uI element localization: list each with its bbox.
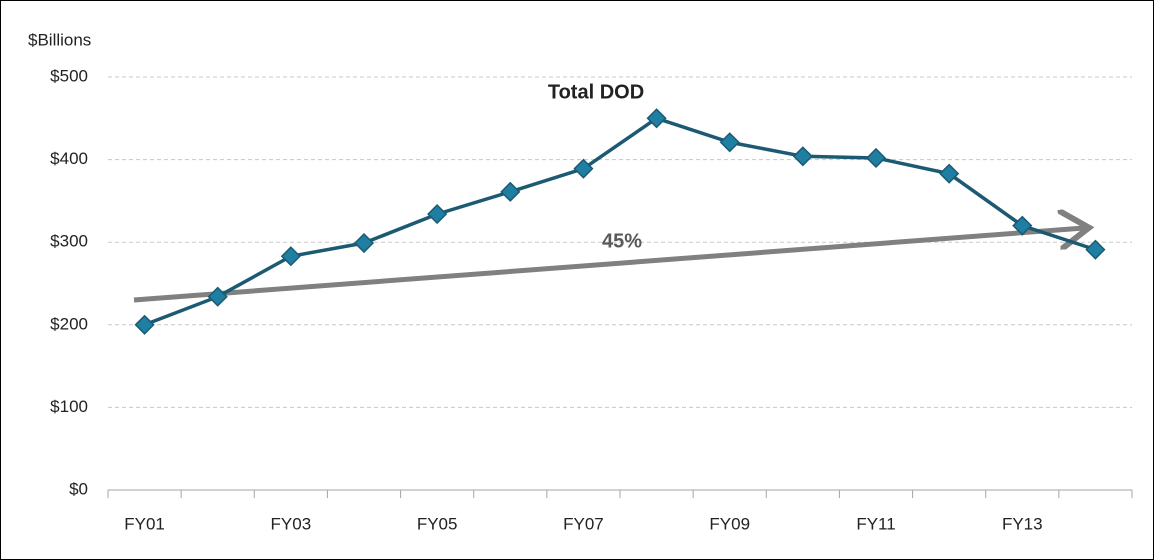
y-tick-label: $100 (50, 397, 88, 416)
x-tick-label: FY09 (709, 514, 750, 533)
data-marker (939, 163, 960, 184)
data-marker (1012, 215, 1033, 236)
y-tick-label: $300 (50, 232, 88, 251)
data-marker (573, 158, 594, 179)
x-tick-label: FY01 (124, 514, 165, 533)
x-tick-label: FY05 (417, 514, 458, 533)
data-marker (207, 286, 228, 307)
data-marker (646, 108, 667, 129)
y-axis-label: $Billions (28, 30, 91, 49)
series-line (143, 116, 1096, 327)
data-marker (500, 181, 521, 202)
y-tick-label: $0 (69, 479, 88, 498)
data-marker (1085, 239, 1106, 260)
data-marker (792, 146, 813, 167)
data-marker (427, 204, 448, 225)
x-tick-label: FY07 (563, 514, 604, 533)
data-marker (353, 232, 375, 254)
trend-arrow (133, 228, 1084, 303)
data-marker (719, 132, 740, 153)
x-tick-label: FY13 (1002, 514, 1043, 533)
data-marker (134, 314, 155, 335)
series-annotation: Total DOD (548, 81, 644, 103)
y-tick-label: $200 (50, 314, 88, 333)
data-marker (865, 147, 887, 169)
y-tick-label: $500 (50, 66, 88, 85)
change-annotation: 45% (602, 230, 642, 252)
y-tick-label: $400 (50, 149, 88, 168)
data-marker (280, 246, 301, 267)
x-tick-label: FY11 (856, 514, 895, 533)
x-tick-label: FY03 (271, 514, 312, 533)
